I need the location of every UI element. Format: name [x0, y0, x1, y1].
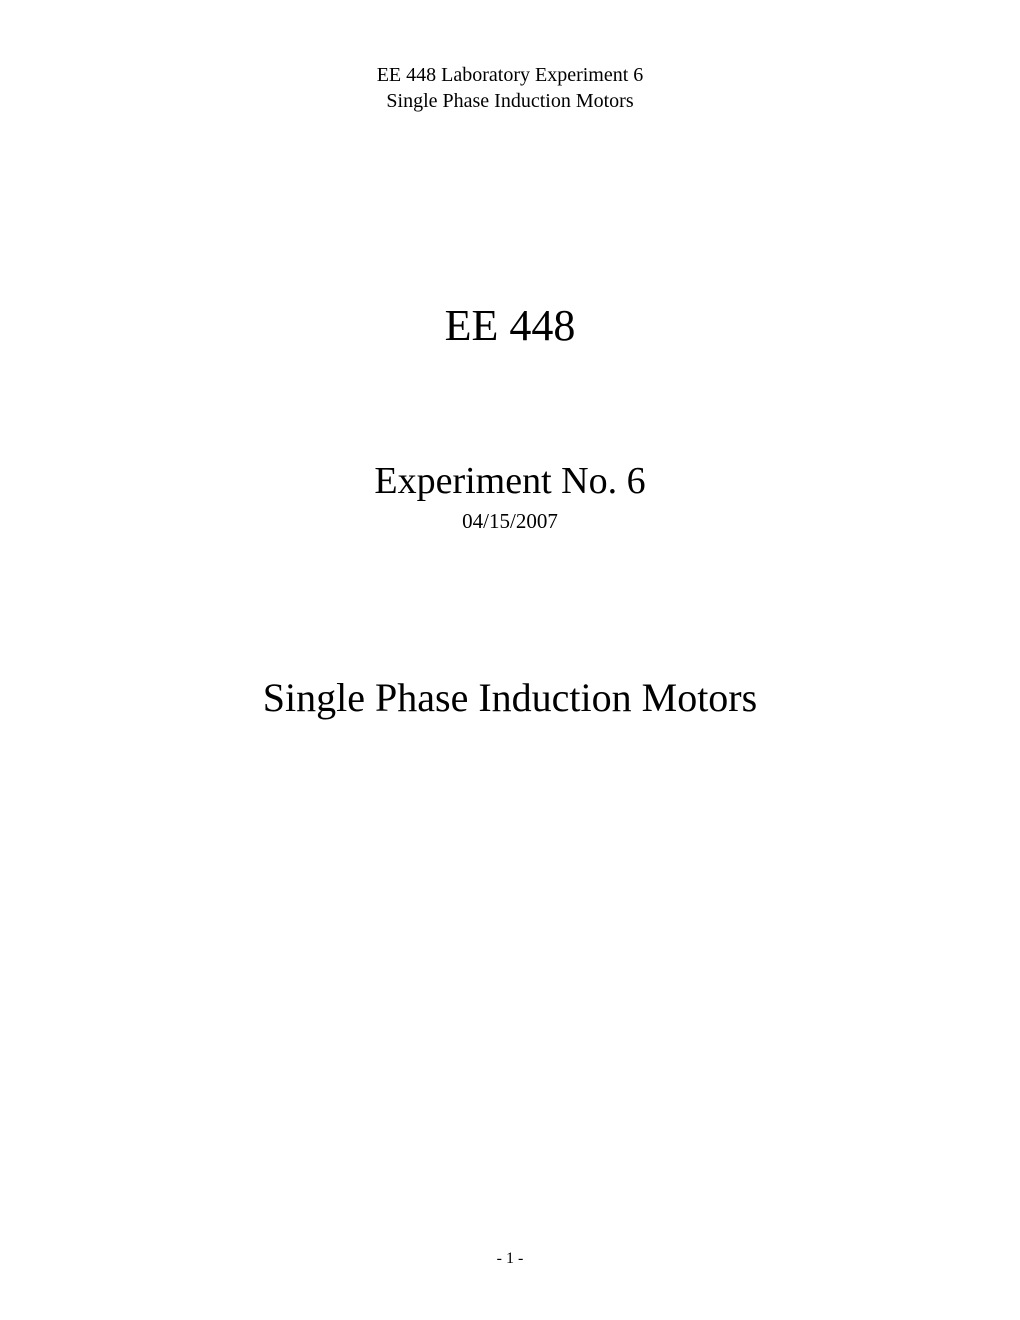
header-line-2: Single Phase Induction Motors	[0, 88, 1020, 114]
main-title: Single Phase Induction Motors	[0, 674, 1020, 721]
course-title: EE 448	[0, 300, 1020, 351]
header-line-1: EE 448 Laboratory Experiment 6	[0, 62, 1020, 88]
experiment-title: Experiment No. 6	[0, 459, 1020, 503]
experiment-date: 04/15/2007	[0, 509, 1020, 534]
page-number: - 1 -	[0, 1250, 1020, 1268]
page-header: EE 448 Laboratory Experiment 6 Single Ph…	[0, 0, 1020, 114]
